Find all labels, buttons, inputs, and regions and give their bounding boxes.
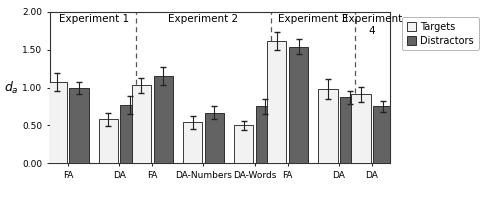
- Bar: [289, 47, 308, 163]
- Bar: [234, 125, 254, 163]
- Bar: [373, 106, 392, 163]
- Bar: [352, 94, 370, 163]
- Bar: [70, 88, 88, 163]
- Bar: [154, 76, 173, 163]
- Text: Experiment 1: Experiment 1: [58, 14, 128, 24]
- Text: Experiment 3: Experiment 3: [278, 14, 348, 24]
- Bar: [267, 41, 286, 163]
- Bar: [318, 89, 338, 163]
- Bar: [48, 82, 67, 163]
- Bar: [256, 106, 275, 163]
- Bar: [340, 97, 359, 163]
- Y-axis label: $d_a$: $d_a$: [4, 80, 18, 96]
- Text: Experiment
4: Experiment 4: [342, 14, 402, 36]
- Text: Experiment 2: Experiment 2: [168, 14, 238, 24]
- Legend: Targets, Distractors: Targets, Distractors: [402, 17, 478, 50]
- Bar: [183, 122, 202, 163]
- Bar: [132, 85, 151, 163]
- Bar: [204, 112, 224, 163]
- Bar: [98, 119, 118, 163]
- Bar: [120, 105, 140, 163]
